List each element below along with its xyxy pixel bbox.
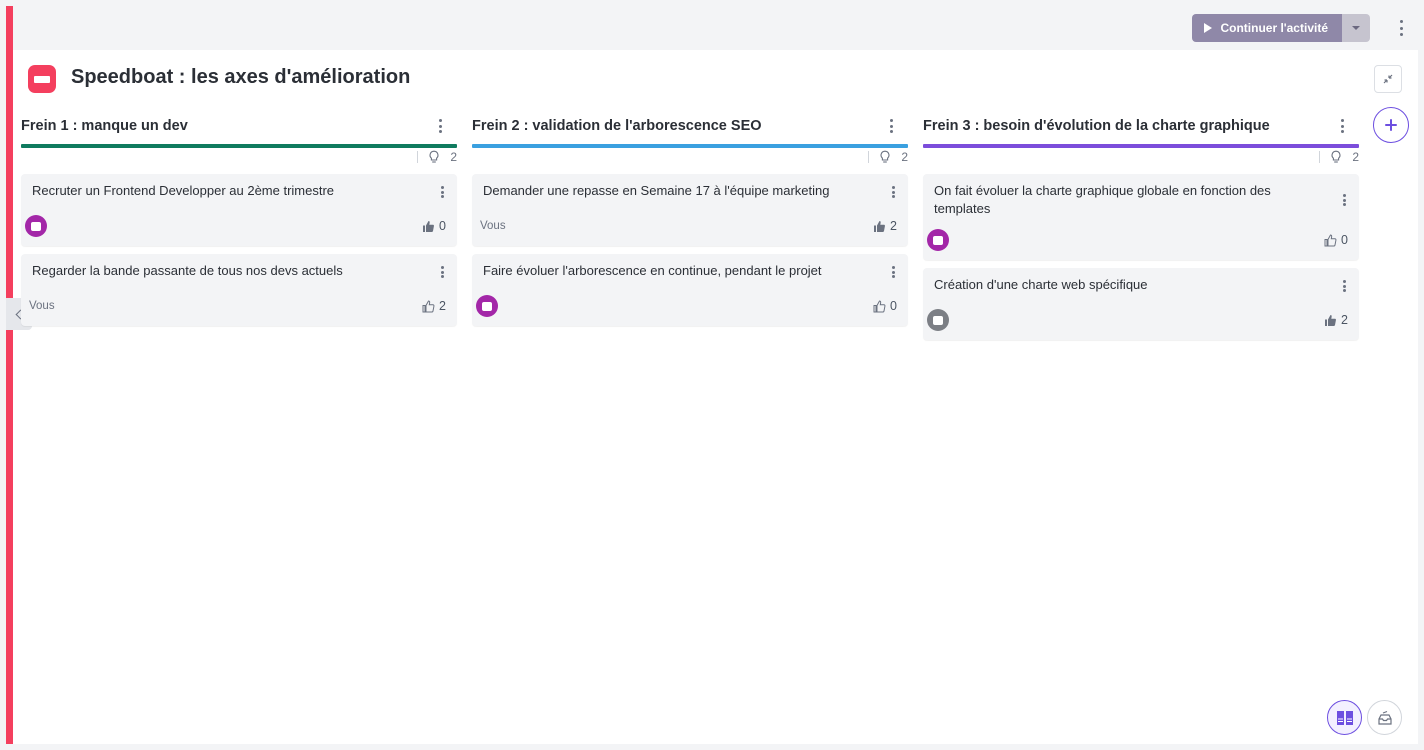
column-title: Frein 2 : validation de l'arborescence S… <box>472 118 762 134</box>
idea-card[interactable]: Regarder la bande passante de tous nos d… <box>21 254 457 326</box>
thumb-up-outline-icon <box>422 299 435 312</box>
play-icon <box>1204 23 1213 33</box>
idea-card[interactable]: Faire évoluer l'arborescence en continue… <box>472 254 908 326</box>
column-color-line <box>923 144 1359 148</box>
vote-count: 2 <box>890 219 897 233</box>
card-menu-icon[interactable] <box>439 266 445 278</box>
column-color-line <box>21 144 457 148</box>
card-footer: 2 <box>927 308 1348 332</box>
accent-bar <box>6 6 13 744</box>
inbox-icon <box>1377 710 1392 725</box>
card-menu-icon[interactable] <box>439 186 445 198</box>
idea-card[interactable]: Demander une repasse en Semaine 17 à l'é… <box>472 174 908 246</box>
caret-down-icon <box>1352 26 1360 30</box>
idea-count: 2 <box>1352 150 1359 164</box>
presentation-view-button[interactable] <box>1367 700 1402 735</box>
avatar <box>25 215 47 237</box>
idea-card[interactable]: On fait évoluer la charte graphique glob… <box>923 174 1359 260</box>
column-frein-2: Frein 2 : validation de l'arborescence S… <box>472 118 908 326</box>
more-options-icon[interactable] <box>1398 20 1404 36</box>
vote-count: 2 <box>1341 313 1348 327</box>
collapse-arrows-icon <box>1383 74 1393 84</box>
vote-button[interactable]: 0 <box>1324 233 1348 247</box>
column-meta: 2 <box>21 148 457 166</box>
column-title: Frein 3 : besoin d'évolution de la chart… <box>923 118 1270 134</box>
idea-count: 2 <box>901 150 908 164</box>
card-footer: 0 <box>25 214 446 238</box>
vote-count: 2 <box>439 299 446 313</box>
continue-activity-split-button: Continuer l'activité <box>1192 14 1370 42</box>
card-menu-icon[interactable] <box>1341 280 1347 292</box>
column-color-line <box>472 144 908 148</box>
column-header: Frein 1 : manque un dev <box>21 118 457 134</box>
board-view-button[interactable] <box>1327 700 1362 735</box>
card-footer: 0 <box>476 294 897 318</box>
thumb-up-icon <box>1325 314 1337 326</box>
avatar <box>476 295 498 317</box>
vote-count: 0 <box>439 219 446 233</box>
column-meta: 2 <box>923 148 1359 166</box>
page-title: Speedboat : les axes d'amélioration <box>71 66 411 88</box>
lightbulb-icon <box>429 150 439 163</box>
avatar <box>927 309 949 331</box>
vote-count: 0 <box>1341 233 1348 247</box>
idea-text: Demander une repasse en Semaine 17 à l'é… <box>483 183 830 198</box>
author-label: Vous <box>480 220 506 232</box>
continue-activity-label: Continuer l'activité <box>1220 21 1328 35</box>
add-column-button[interactable] <box>1373 107 1409 143</box>
column-title: Frein 1 : manque un dev <box>21 118 188 134</box>
card-footer: 0 <box>927 228 1348 252</box>
column-header: Frein 3 : besoin d'évolution de la chart… <box>923 118 1359 134</box>
column-frein-3: Frein 3 : besoin d'évolution de la chart… <box>923 118 1359 340</box>
column-header: Frein 2 : validation de l'arborescence S… <box>472 118 908 134</box>
vote-button[interactable]: 0 <box>873 299 897 313</box>
thumb-up-outline-icon <box>1324 233 1337 246</box>
idea-text: Recruter un Frontend Developper au 2ème … <box>32 183 335 198</box>
column-frein-1: Frein 1 : manque un dev 2 Recruter un Fr… <box>21 118 457 326</box>
idea-card[interactable]: Création d'une charte web spécifique 2 <box>923 268 1359 340</box>
vote-button[interactable]: 2 <box>1324 313 1348 327</box>
idea-card[interactable]: Recruter un Frontend Developper au 2ème … <box>21 174 457 246</box>
card-menu-icon[interactable] <box>890 186 896 198</box>
app-frame: Continuer l'activité Speedboat : les axe… <box>6 6 1418 744</box>
vote-count: 0 <box>890 299 897 313</box>
avatar <box>927 229 949 251</box>
continue-activity-button[interactable]: Continuer l'activité <box>1192 14 1342 42</box>
plus-icon <box>1385 119 1397 131</box>
idea-text: Création d'une charte web spécifique <box>934 277 1148 292</box>
collapse-button[interactable] <box>1374 65 1402 93</box>
continue-activity-dropdown[interactable] <box>1342 14 1370 42</box>
idea-text: Regarder la bande passante de tous nos d… <box>32 263 343 278</box>
thumb-up-outline-icon <box>873 299 886 312</box>
activity-logo <box>28 65 56 93</box>
idea-count: 2 <box>450 150 457 164</box>
vote-button[interactable]: 2 <box>422 299 446 313</box>
card-footer: Vous 2 <box>29 294 446 318</box>
idea-text: Faire évoluer l'arborescence en continue… <box>483 263 822 278</box>
column-meta: 2 <box>472 148 908 166</box>
idea-text: On fait évoluer la charte graphique glob… <box>934 183 1271 216</box>
column-menu-icon[interactable] <box>886 119 896 133</box>
lightbulb-icon <box>1331 150 1341 163</box>
lightbulb-icon <box>880 150 890 163</box>
top-bar: Continuer l'activité <box>13 6 1418 50</box>
card-menu-icon[interactable] <box>1341 194 1347 206</box>
board-view-icon <box>1336 710 1353 725</box>
vote-button[interactable]: 0 <box>422 219 446 233</box>
card-menu-icon[interactable] <box>890 266 896 278</box>
thumb-up-icon <box>874 220 886 232</box>
author-label: Vous <box>29 300 55 312</box>
card-footer: Vous 2 <box>480 214 897 238</box>
vote-button[interactable]: 2 <box>873 219 897 233</box>
column-menu-icon[interactable] <box>1337 119 1347 133</box>
column-menu-icon[interactable] <box>435 119 445 133</box>
thumb-up-icon <box>423 220 435 232</box>
